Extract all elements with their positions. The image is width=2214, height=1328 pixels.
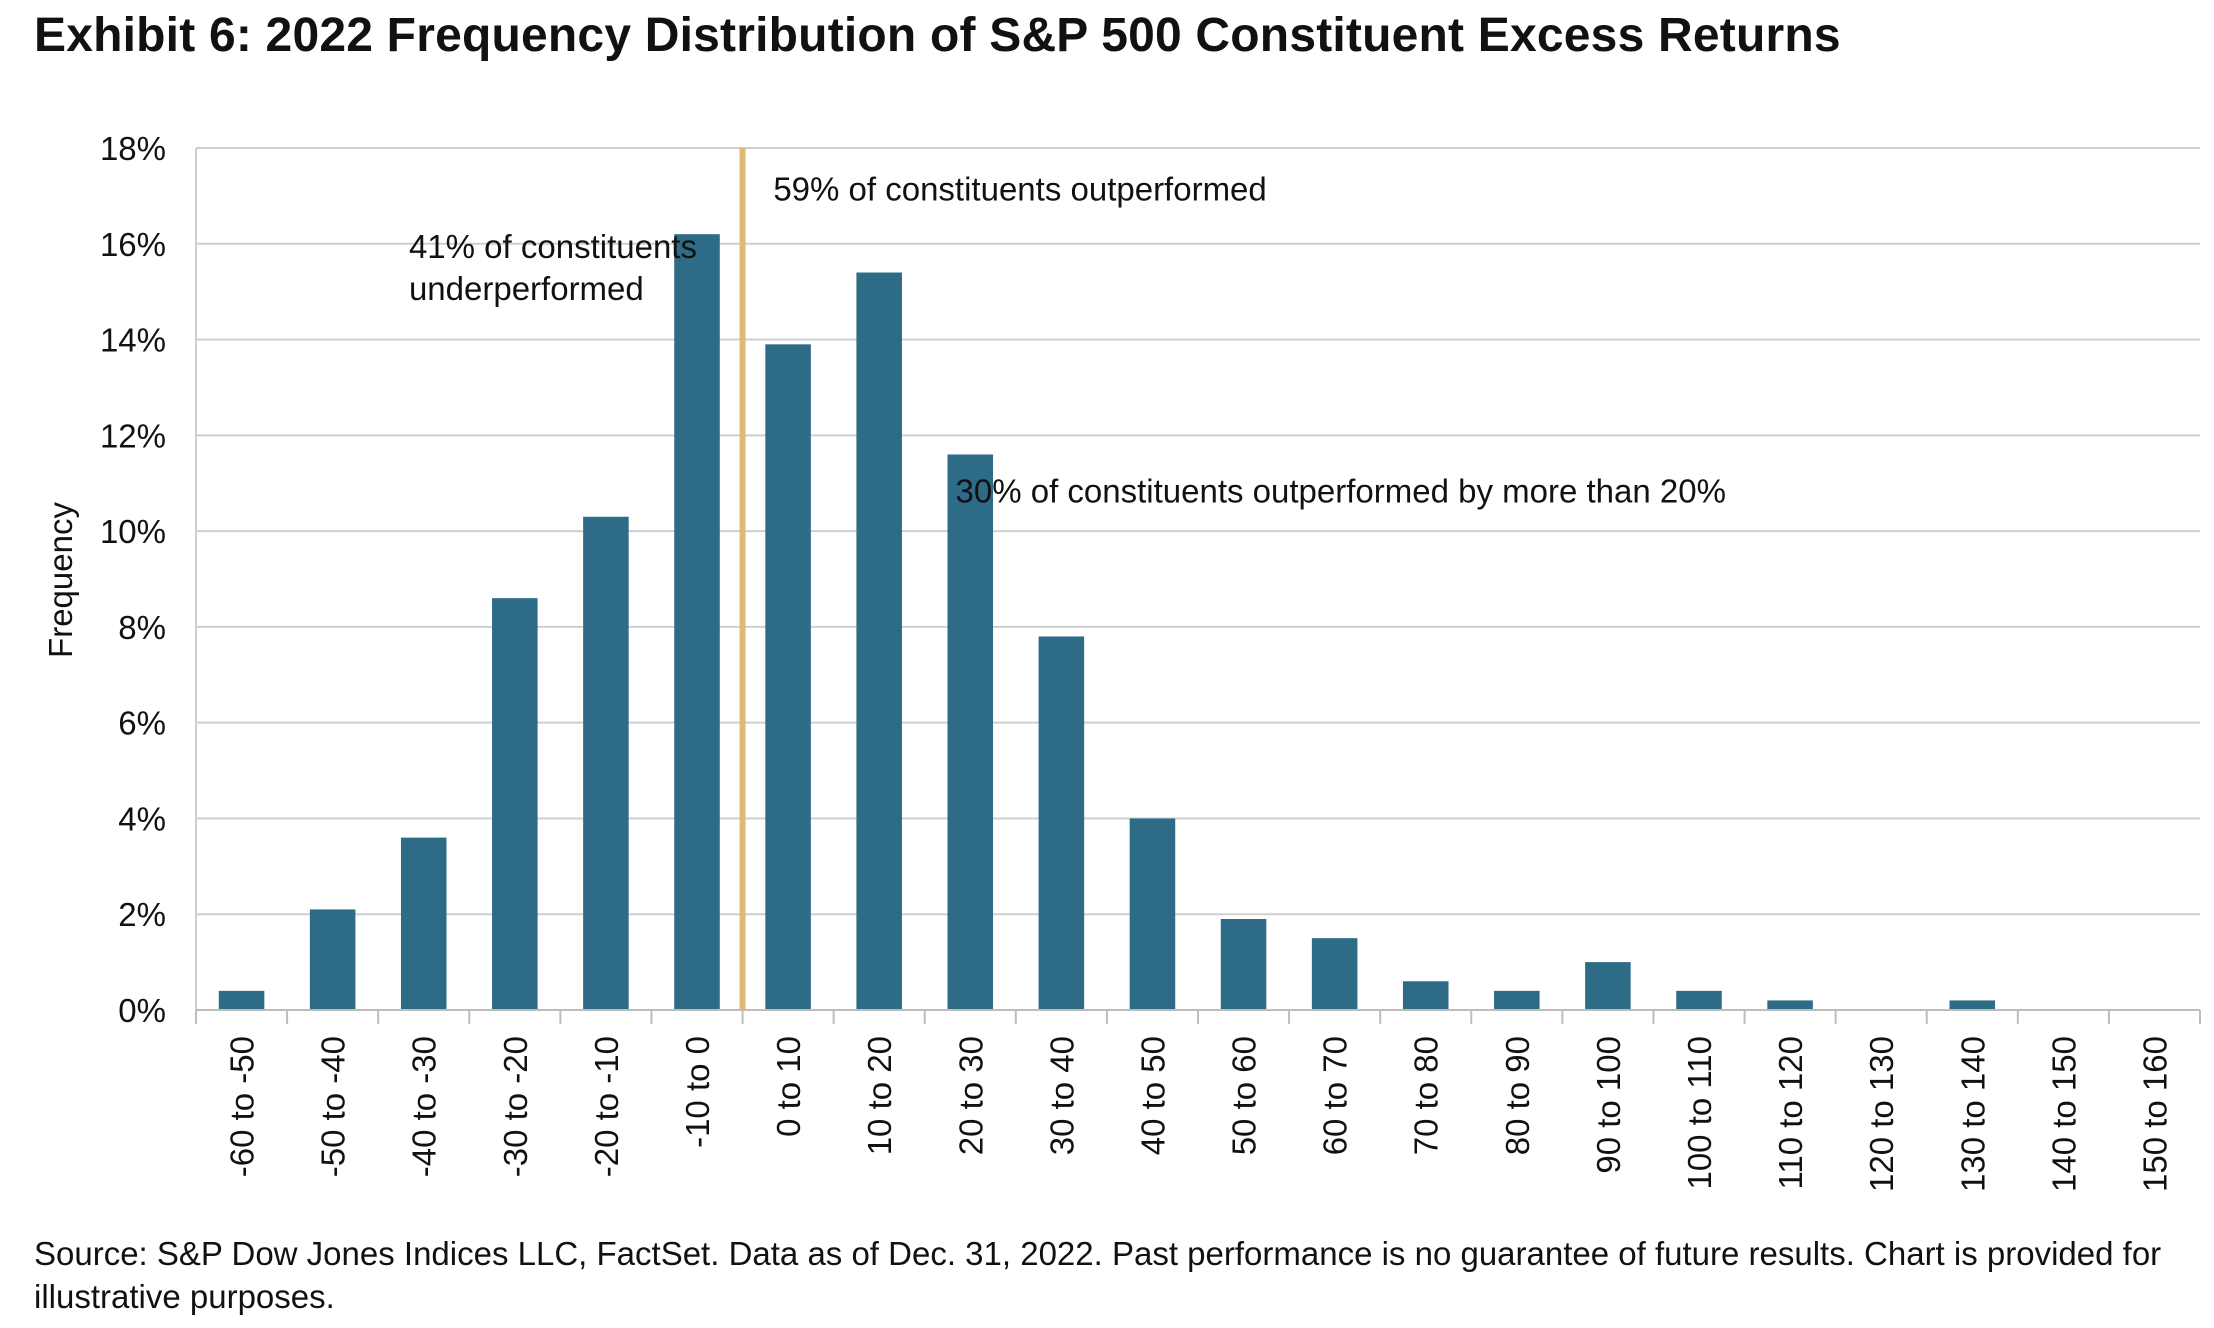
- y-tick-label: 18%: [100, 130, 166, 167]
- annotations: 41% of constituents underperformed 59% of …: [409, 171, 1726, 510]
- bar: [309, 909, 356, 1010]
- x-tick-label: -60 to -50: [224, 1036, 261, 1177]
- x-tick-label: 70 to 80: [1408, 1036, 1445, 1155]
- bar: [218, 990, 265, 1010]
- page-title: Exhibit 6: 2022 Frequency Distribution o…: [34, 9, 1841, 62]
- bar: [856, 272, 902, 1010]
- x-tick-label: 40 to 50: [1134, 1036, 1171, 1155]
- x-tick-labels: -60 to -50 -50 to -40 -40 to -30 -30 to -20…: [224, 1036, 2174, 1192]
- y-tick-label: 6%: [118, 705, 166, 742]
- bar: [674, 234, 720, 1010]
- x-tick-label: 140 to 150: [2045, 1036, 2082, 1192]
- y-tick-label: 10%: [100, 513, 166, 550]
- bar: [947, 454, 994, 1010]
- x-tick-label: 80 to 90: [1499, 1036, 1536, 1155]
- x-tick-label: 130 to 140: [1954, 1036, 1991, 1192]
- x-tick-label: 90 to 100: [1590, 1036, 1627, 1174]
- x-tick-label: -40 to -30: [406, 1036, 443, 1177]
- bar: [400, 837, 447, 1010]
- bar: [1494, 990, 1540, 1010]
- x-tick-label: 150 to 160: [2136, 1036, 2173, 1192]
- bar: [583, 516, 629, 1010]
- x-tick-label: 20 to 30: [952, 1036, 989, 1155]
- annotation-text: underperformed: [409, 270, 644, 307]
- bar: [1038, 636, 1085, 1010]
- bar: [765, 344, 811, 1010]
- y-axis-label: Frequency: [42, 502, 79, 658]
- x-tick-label: 120 to 130: [1863, 1036, 1900, 1192]
- y-tick-labels: 0% 2% 4% 6% 8% 10% 12% 14% 16% 18%: [100, 130, 166, 1029]
- bar: [1585, 962, 1631, 1010]
- y-tick-label: 12%: [100, 417, 166, 454]
- source-note: Source: S&P Dow Jones Indices LLC, FactS…: [34, 1235, 2162, 1315]
- y-tick-label: 16%: [100, 226, 166, 263]
- annotation-text: 41% of constituents: [409, 228, 697, 265]
- x-tick-label: -10 to 0: [679, 1036, 716, 1148]
- x-tick-label: -50 to -40: [315, 1036, 352, 1177]
- bar: [1220, 919, 1267, 1010]
- x-tick-label: -20 to -10: [588, 1036, 625, 1177]
- x-tick-label: 10 to 20: [861, 1036, 898, 1155]
- x-tick-label: 100 to 110: [1681, 1036, 1718, 1190]
- x-tick-label: 30 to 40: [1043, 1036, 1080, 1155]
- x-tick-label: 50 to 60: [1226, 1036, 1263, 1155]
- annotation-text: 30% of constituents outperformed by more…: [956, 472, 1726, 509]
- y-tick-label: 2%: [118, 896, 166, 933]
- x-tick-label: -30 to -20: [497, 1036, 534, 1177]
- annotation-text: 59% of constituents outperformed: [773, 171, 1266, 208]
- bars: [218, 234, 1996, 1010]
- x-tick-label: 110 to 120: [1772, 1036, 1809, 1190]
- y-tick-label: 4%: [118, 800, 166, 837]
- axes: [195, 148, 2201, 1024]
- x-tick-label: 0 to 10: [770, 1036, 807, 1137]
- bar: [492, 598, 538, 1010]
- y-tick-label: 0%: [118, 992, 166, 1029]
- y-tick-label: 14%: [100, 322, 166, 359]
- x-tick-label: 60 to 70: [1317, 1036, 1354, 1155]
- bar: [1767, 1000, 1813, 1010]
- bar: [1676, 990, 1722, 1010]
- bar: [1311, 938, 1358, 1010]
- bar: [1129, 818, 1176, 1010]
- bar: [1402, 981, 1449, 1010]
- bar: [1949, 1000, 1996, 1010]
- y-tick-label: 8%: [118, 609, 166, 646]
